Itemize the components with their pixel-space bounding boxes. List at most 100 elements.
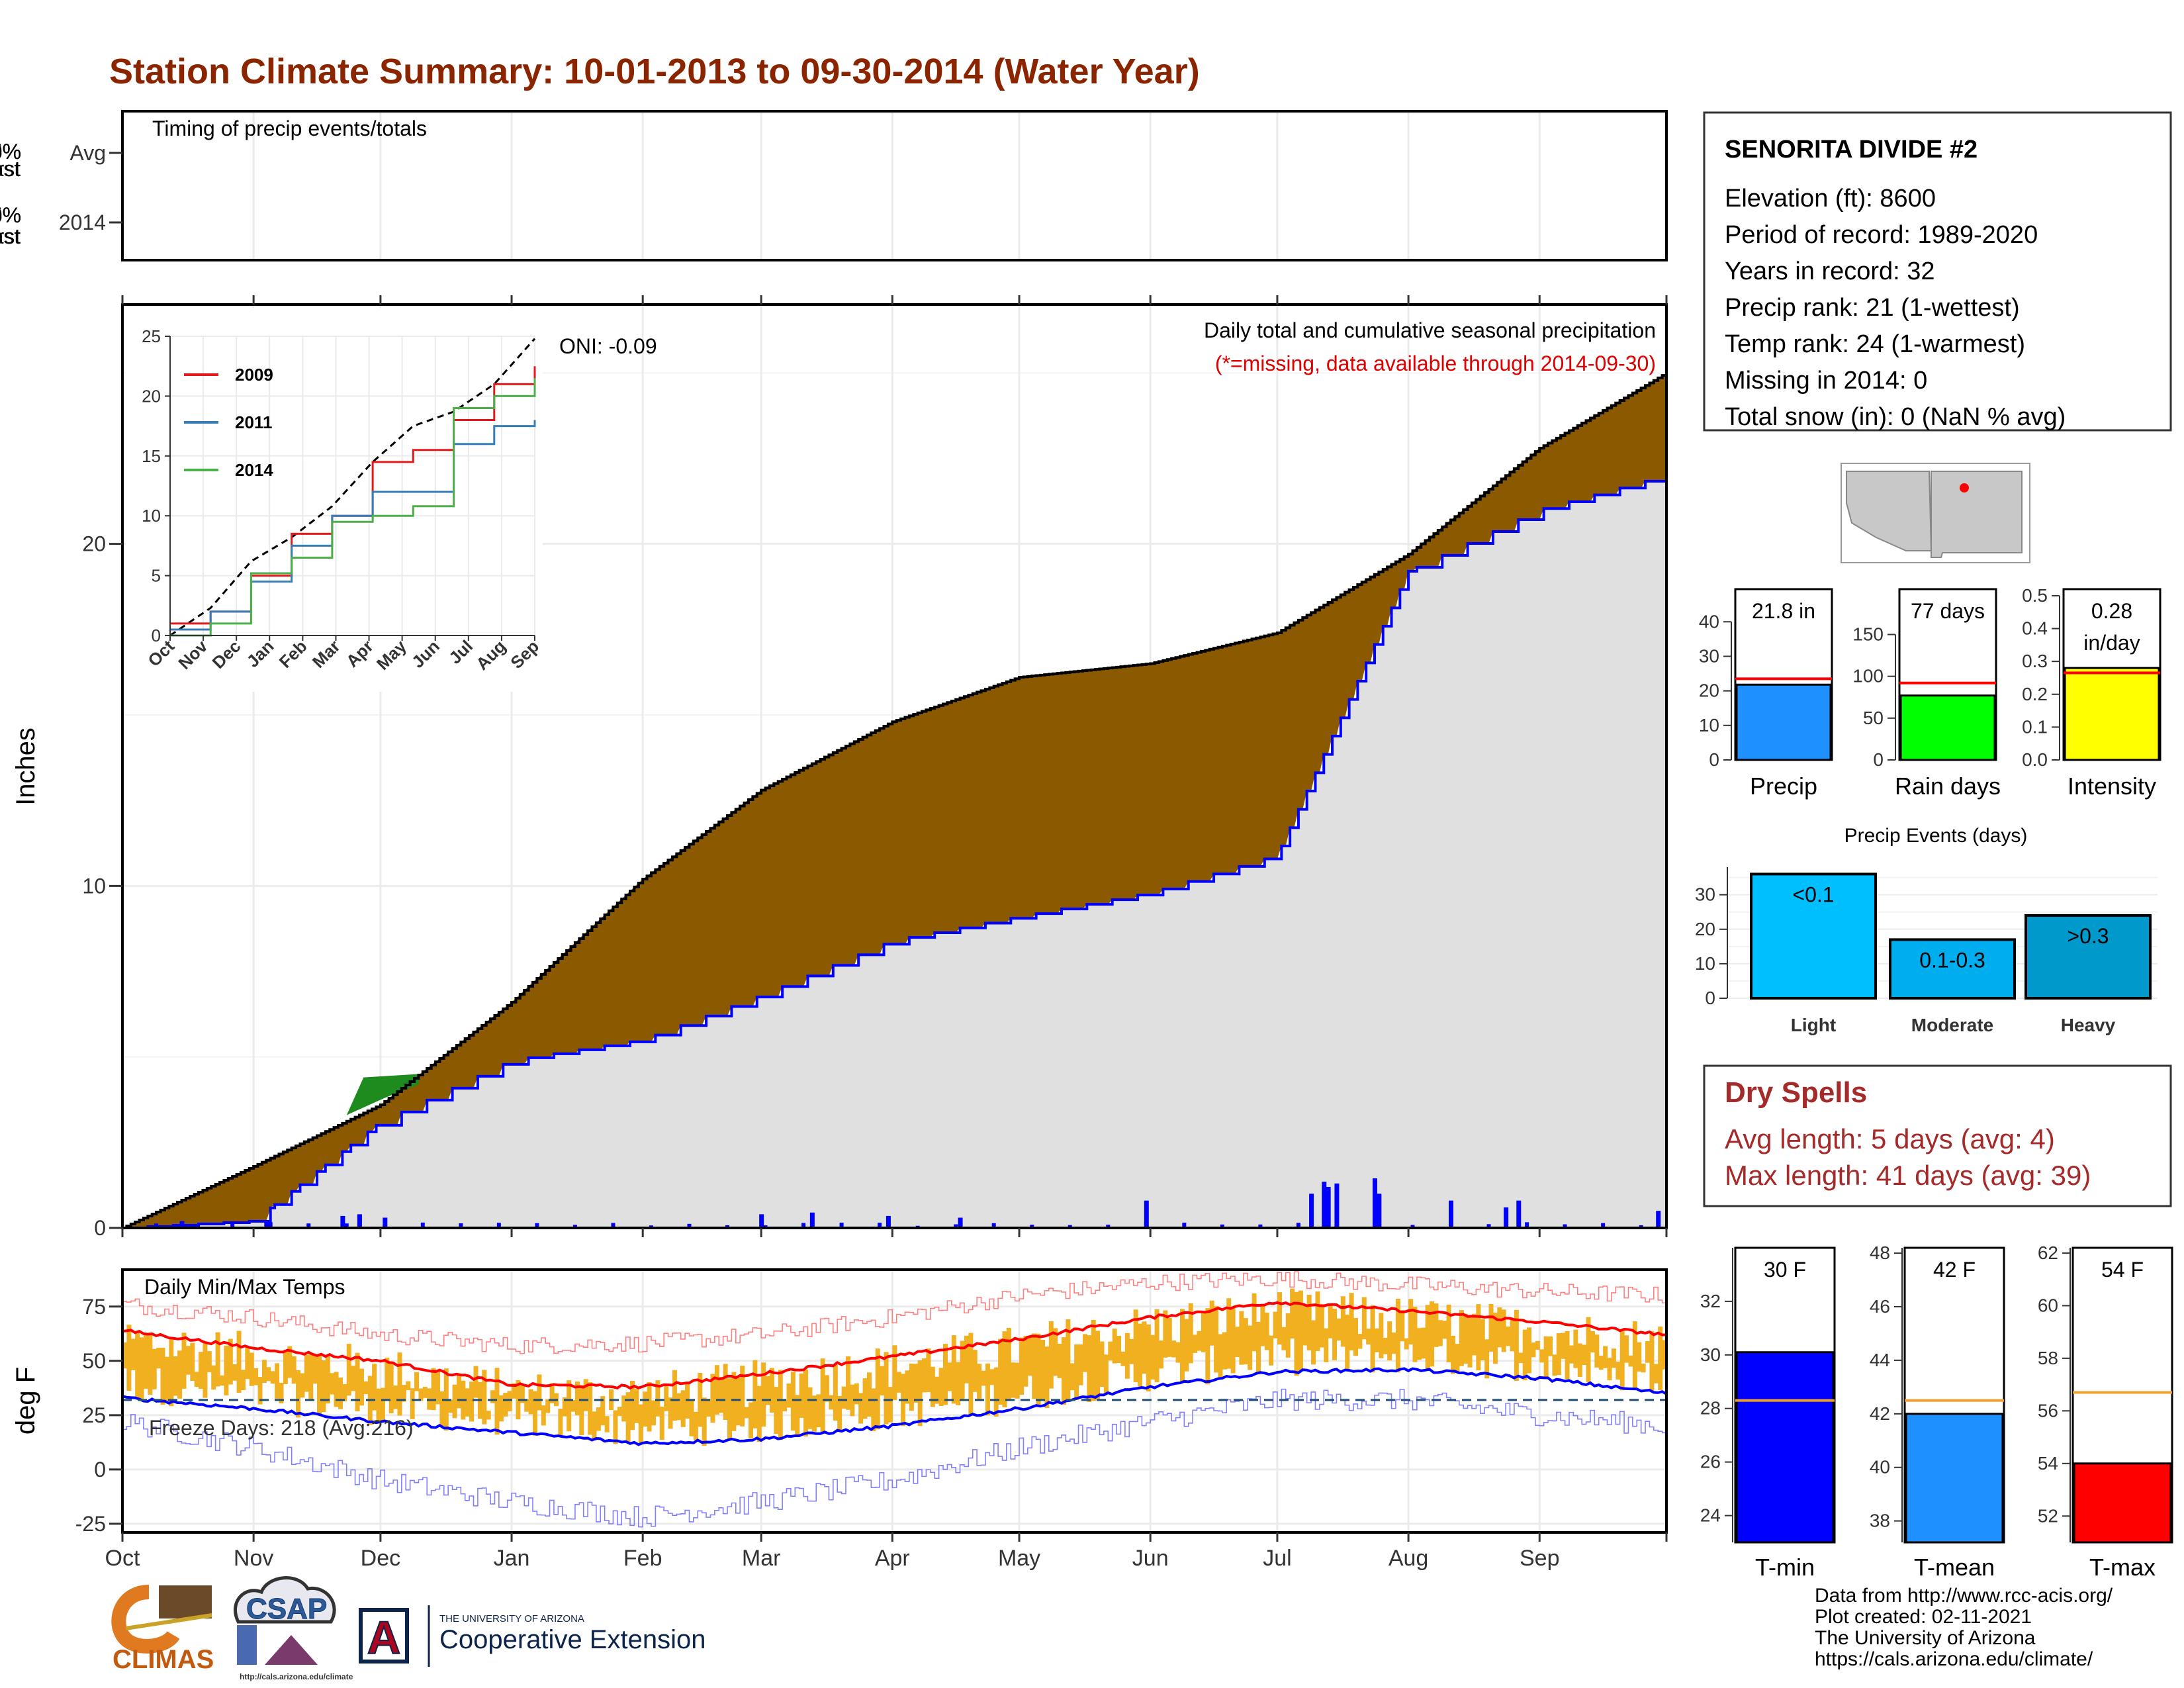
daily-precip-bar-small xyxy=(611,1223,615,1228)
daily-temp-range-bar xyxy=(410,1388,415,1419)
daily-temp-range-bar xyxy=(1179,1309,1185,1383)
daily-temp-range-bar xyxy=(1095,1331,1101,1400)
daily-precip-bar-small xyxy=(154,1223,159,1228)
daily-temp-range-bar xyxy=(1645,1341,1651,1363)
daily-temp-range-bar xyxy=(1260,1304,1265,1346)
station-precip-rank: Precip rank: 21 (1-wettest) xyxy=(1725,294,2020,322)
precip-total-chart-ytick-label: 30 xyxy=(1699,645,1719,666)
daily-temp-range-bar xyxy=(968,1333,974,1416)
daily-precip-bar-small xyxy=(1563,1224,1567,1228)
daily-temp-range-bar xyxy=(1561,1333,1566,1359)
daily-temp-range-bar xyxy=(1416,1328,1422,1360)
daily-temp-range-bar xyxy=(469,1382,475,1422)
events-bar-value-label: <0.1 xyxy=(1792,882,1834,906)
daily-temp-range-bar xyxy=(1255,1321,1261,1375)
daily-temp-range-bar xyxy=(1598,1356,1604,1370)
daily-temp-range-bar xyxy=(680,1390,686,1427)
daily-precip-bar-small xyxy=(839,1223,844,1228)
daily-temp-range-bar xyxy=(1590,1331,1595,1353)
daily-temp-range-bar xyxy=(1649,1331,1655,1391)
daily-temp-range-bar xyxy=(820,1358,825,1434)
tmean-chart-ytick-label: 44 xyxy=(1870,1350,1890,1370)
daily-temp-range-bar xyxy=(630,1380,635,1430)
daily-temp-range-bar xyxy=(1463,1313,1469,1364)
daily-temp-range-bar xyxy=(1552,1354,1557,1376)
daily-temp-range-bar xyxy=(1124,1333,1130,1379)
tmin-chart-ytick-label: 24 xyxy=(1700,1505,1721,1526)
daily-temp-range-bar xyxy=(731,1372,737,1431)
events-bar-moderate xyxy=(1889,938,2016,1000)
daily-temp-range-bar xyxy=(1366,1329,1371,1345)
daily-temp-range-bar xyxy=(947,1362,952,1391)
daily-precip-bar-small xyxy=(572,1225,577,1228)
daily-temp-range-bar xyxy=(1641,1363,1646,1373)
daily-temp-range-bar xyxy=(1133,1309,1138,1383)
daily-temp-range-bar xyxy=(1053,1328,1058,1376)
daily-temp-range-bar xyxy=(308,1354,314,1400)
precip-total-chart-ytick-label: 0 xyxy=(1709,749,1719,770)
daily-temp-range-bar xyxy=(1361,1297,1367,1340)
daily-temp-range-bar xyxy=(621,1395,627,1422)
daily-temp-range-bar xyxy=(199,1352,204,1389)
inset-legend: 2009 2011 2014 xyxy=(184,365,273,480)
daily-temp-range-bar xyxy=(1269,1335,1274,1366)
station-location-marker xyxy=(1960,483,1969,492)
daily-temp-range-bar xyxy=(706,1399,711,1417)
station-snow: Total snow (in): 0 (NaN % avg) xyxy=(1725,403,2066,431)
temp-ytick-label: -25 xyxy=(75,1512,106,1536)
dry-spells-max: Max length: 41 days (avg: 39) xyxy=(1725,1160,2091,1191)
daily-precip-bar xyxy=(264,1221,269,1228)
intensity-chart-ytick-label: 0.0 xyxy=(2022,749,2048,770)
daily-temp-range-bar xyxy=(363,1381,369,1395)
daily-temp-range-bar xyxy=(456,1374,461,1409)
daily-temp-range-bar xyxy=(926,1348,931,1393)
daily-temp-range-bar xyxy=(1167,1317,1172,1357)
daily-temp-range-bar xyxy=(664,1385,669,1411)
daily-temp-range-bar xyxy=(866,1372,872,1417)
daily-temp-range-bar xyxy=(1163,1310,1168,1358)
daily-temp-range-bar xyxy=(401,1385,406,1402)
daily-temp-range-bar xyxy=(930,1366,935,1407)
month-label: Dec xyxy=(361,1546,400,1571)
daily-temp-range-bar xyxy=(1527,1327,1532,1374)
daily-temp-range-bar xyxy=(1383,1337,1388,1354)
tmean-chart-value-label: 42 F xyxy=(1933,1258,1976,1282)
events-title: Precip Events (days) xyxy=(1844,825,2028,847)
daily-temp-range-bar xyxy=(625,1392,631,1442)
daily-precip-bar xyxy=(1449,1200,1454,1228)
daily-temp-range-bar xyxy=(139,1337,144,1401)
daily-temp-range-bar xyxy=(279,1382,284,1404)
daily-precip-bar-small xyxy=(1449,1225,1453,1228)
daily-temp-range-bar xyxy=(1357,1333,1363,1349)
daily-temp-range-bar xyxy=(1522,1329,1527,1381)
tmax-chart-category-label: T-max xyxy=(2089,1554,2156,1581)
daily-temp-range-bar xyxy=(841,1386,846,1409)
daily-temp-range-bar xyxy=(1437,1320,1443,1346)
daily-temp-range-bar xyxy=(1510,1319,1515,1352)
daily-temp-range-bar xyxy=(1430,1301,1435,1367)
daily-temp-range-bar xyxy=(351,1366,356,1391)
daily-temp-range-bar xyxy=(1433,1303,1439,1347)
daily-temp-range-bar xyxy=(1619,1330,1625,1391)
climas-logo: CLIMAS xyxy=(111,1585,214,1674)
daily-temp-range-bar xyxy=(761,1362,766,1427)
csap-wordmark: CSAP xyxy=(246,1593,327,1625)
temp-panel: deg F Daily Min/Max Temps Freeze Days: 2… xyxy=(11,1268,1668,1571)
daily-precip-bar xyxy=(1144,1200,1149,1228)
daily-temp-range-bar xyxy=(1459,1310,1464,1366)
daily-temp-range-bar xyxy=(1336,1318,1342,1341)
tmin-chart-ytick-label: 26 xyxy=(1700,1452,1721,1472)
daily-precip-bar xyxy=(1372,1178,1377,1228)
mini-bar-charts: 0 10 20 30 40 21.8 in Precip 0 50 100 150 77 days Ra… xyxy=(1699,585,2161,800)
daily-temp-range-bar xyxy=(338,1378,343,1409)
intensity-chart-value-label: 0.28 xyxy=(2091,599,2132,623)
daily-precip-bar xyxy=(1309,1194,1314,1228)
daily-temp-range-bar xyxy=(228,1338,233,1385)
daily-temp-range-bar xyxy=(1082,1334,1087,1372)
daily-temp-range-bar xyxy=(960,1340,965,1400)
footer-line-2: Plot created: 02-11-2021 xyxy=(1815,1606,2032,1628)
month-label: Oct xyxy=(105,1546,140,1571)
tmax-chart-ytick-label: 54 xyxy=(2038,1453,2058,1474)
daily-temp-range-bar xyxy=(385,1357,390,1399)
daily-temp-range-bar xyxy=(334,1372,339,1407)
